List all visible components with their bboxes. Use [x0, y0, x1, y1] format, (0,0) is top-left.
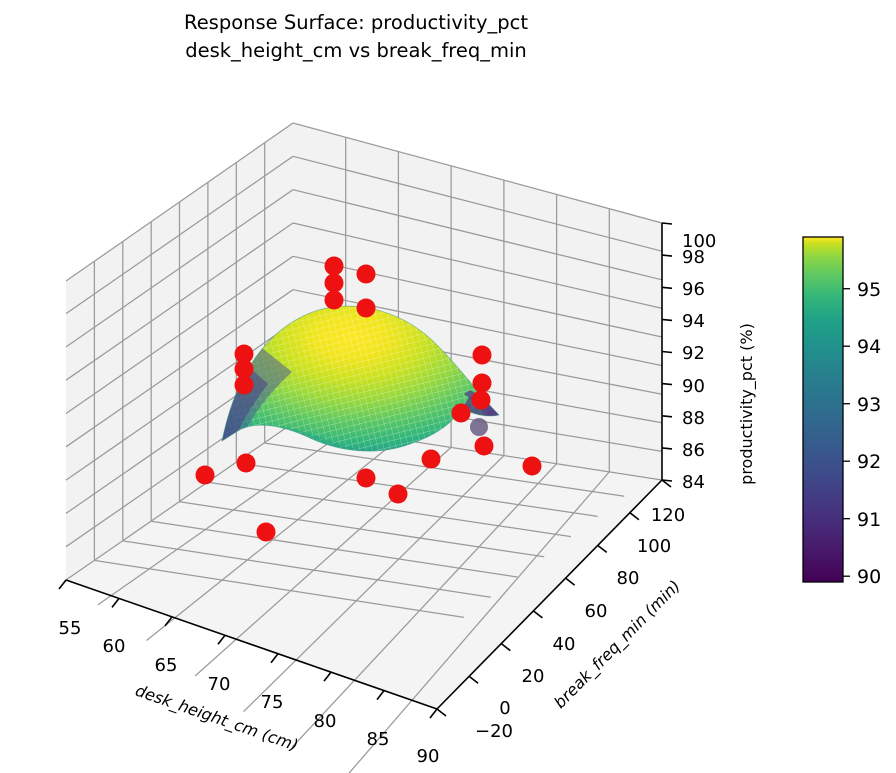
x-axis-ticklabels: 55 60 65 70 75 80 85 90 [59, 618, 440, 767]
y-tick-3: 40 [553, 634, 576, 655]
x-tick-6: 85 [367, 729, 390, 750]
colorbar-ticklabels: 90 91 92 93 94 95 [857, 279, 881, 588]
y-axis-ticklabels: −20 0 20 40 60 80 100 120 [475, 505, 685, 742]
y-tick-5: 80 [617, 568, 640, 589]
z-axis-ticklabels: 84 86 88 90 92 94 96 98 100 [682, 231, 716, 493]
z-tick-1: 86 [682, 440, 705, 461]
y-axis-ticks [436, 479, 672, 717]
z-tick-8: 100 [682, 231, 716, 252]
page-title: Response Surface: productivity_pct desk_… [184, 11, 528, 62]
x-tick-5: 80 [314, 711, 337, 732]
y-tick-0: −20 [475, 721, 513, 742]
z-tick-7: 98 [682, 247, 705, 268]
scatter-points [195, 256, 542, 542]
y-tick-4: 60 [585, 601, 608, 622]
x-axis-spine [65, 579, 438, 710]
y-tick-6: 100 [637, 536, 671, 557]
y-tick-2: 20 [522, 666, 545, 687]
colorbar-tick-1: 91 [857, 509, 881, 531]
pane-floor [66, 423, 662, 709]
y-tick-1: 0 [499, 698, 510, 719]
z-axis-label: productivity_pct (%) [737, 323, 757, 485]
x-tick-3: 70 [208, 674, 231, 695]
colorbar-tick-2: 92 [857, 451, 881, 473]
z-tick-6: 96 [682, 279, 705, 300]
x-axis-ticks [58, 579, 438, 719]
y-tick-7: 120 [651, 505, 685, 526]
z-axis-ticks [661, 222, 673, 482]
x-tick-2: 65 [155, 655, 178, 676]
title-line-2: desk_height_cm vs break_freq_min [185, 39, 527, 62]
x-tick-4: 75 [261, 692, 284, 713]
z-tick-0: 84 [682, 472, 705, 493]
x-tick-7: 90 [417, 746, 440, 767]
x-tick-1: 60 [103, 636, 126, 657]
z-tick-4: 92 [682, 343, 705, 364]
axes3d-gridlines [65, 122, 663, 773]
y-axis-spine [436, 479, 663, 710]
z-tick-2: 88 [682, 408, 705, 429]
colorbar[interactable]: 90 91 92 93 94 95 [802, 236, 881, 588]
x-tick-0: 55 [59, 618, 82, 639]
colorbar-tick-5: 95 [857, 279, 881, 301]
colorbar-tick-0: 90 [857, 566, 881, 588]
surface-outline [221, 305, 500, 452]
colorbar-tick-4: 94 [857, 336, 881, 358]
z-tick-3: 90 [682, 376, 705, 397]
colorbar-tick-3: 93 [857, 394, 881, 416]
title-line-1: Response Surface: productivity_pct [184, 11, 528, 34]
colorbar-ticks [843, 288, 850, 577]
colorbar-gradient[interactable] [802, 236, 844, 583]
z-tick-5: 94 [682, 311, 705, 332]
